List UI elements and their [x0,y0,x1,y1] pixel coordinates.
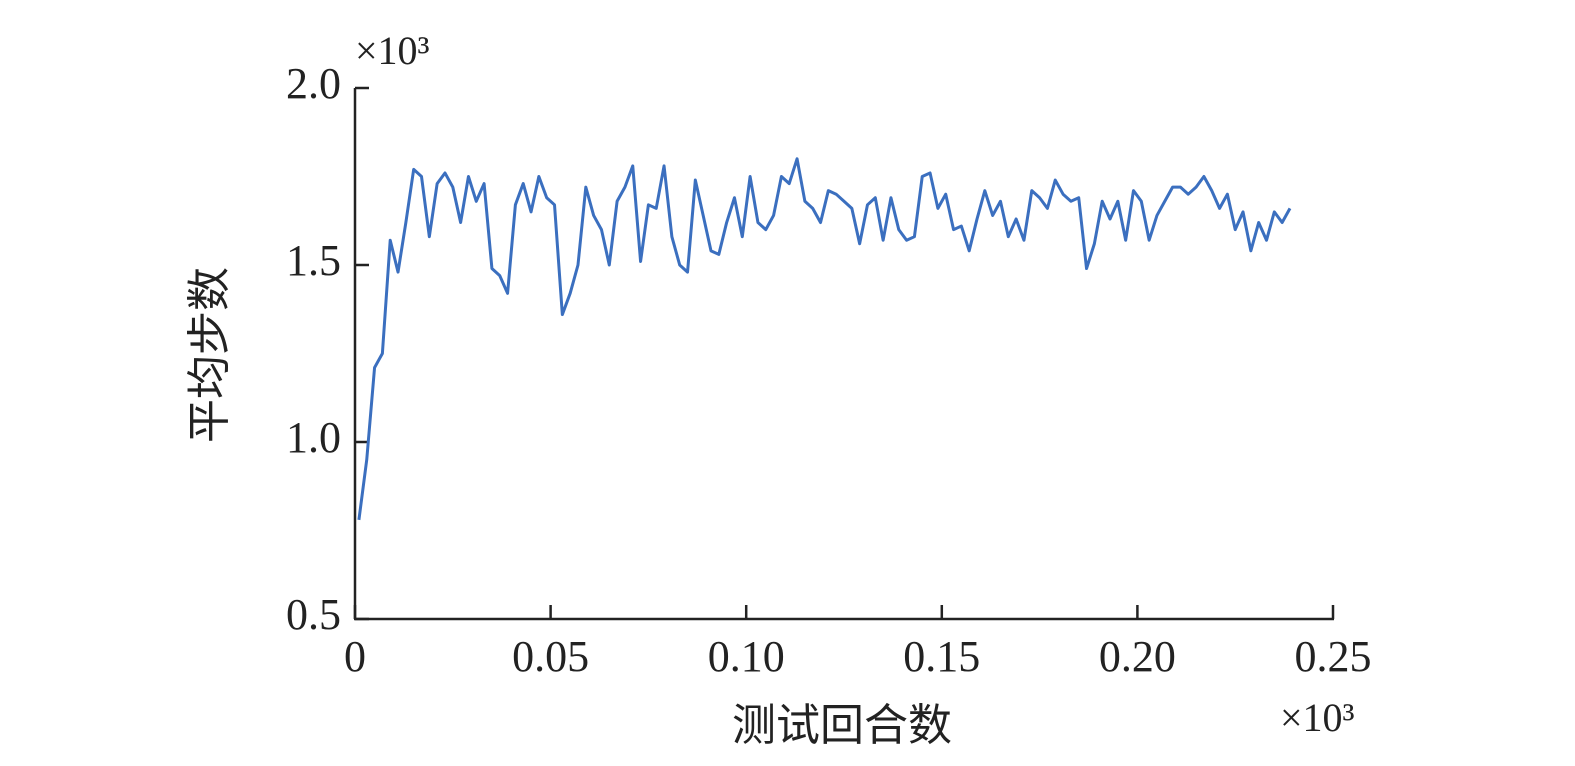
y-tick-label: 2.0 [286,59,341,108]
x-tick-label: 0.15 [903,632,980,681]
data-line [357,157,1292,521]
x-tick-label: 0 [344,632,366,681]
y-multiplier: ×10³ [355,28,430,73]
y-tick-label: 0.5 [286,590,341,639]
x-tick-label: 0.25 [1295,632,1372,681]
y-tick-label: 1.0 [286,413,341,462]
x-tick-label: 0.05 [512,632,589,681]
x-tick-label: 0.20 [1099,632,1176,681]
x-axis-label: 测试回合数 [732,701,952,750]
x-multiplier: ×10³ [1280,695,1355,740]
y-tick-label: 1.5 [286,236,341,285]
y-axis-label: 平均步数 [185,267,234,443]
x-tick-label: 0.10 [708,632,785,681]
